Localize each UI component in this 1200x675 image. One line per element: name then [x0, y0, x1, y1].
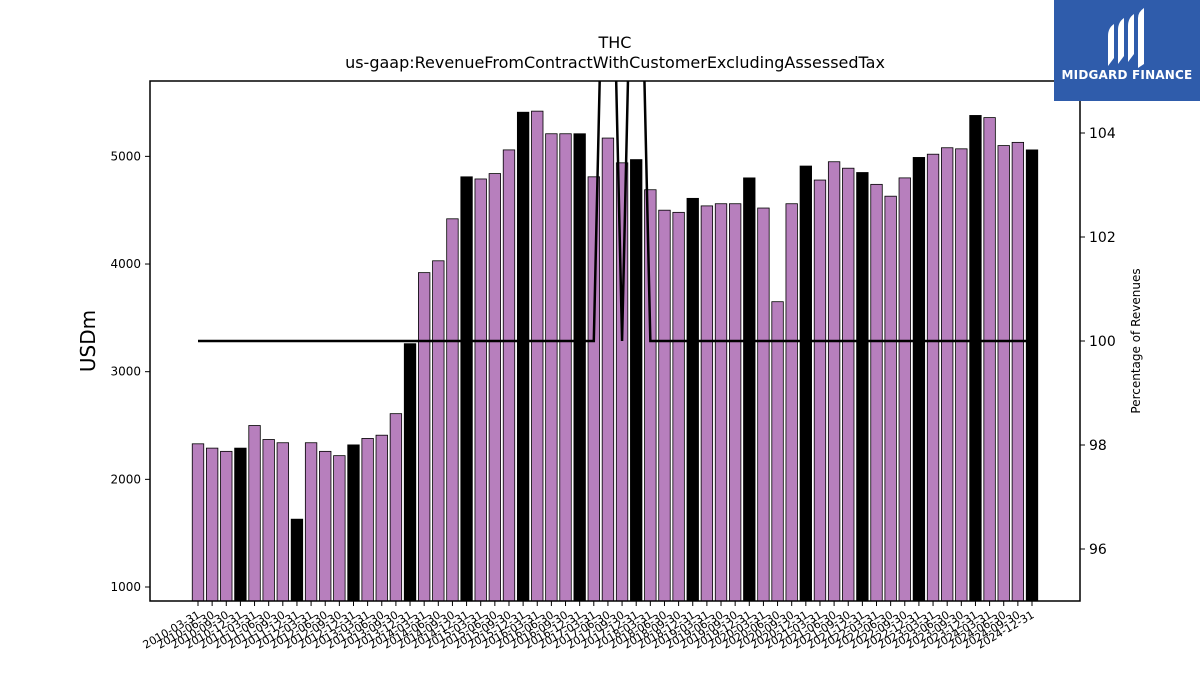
y2-tick-label: 104: [1089, 126, 1116, 142]
bar: [827, 161, 841, 602]
bar-series: [191, 110, 1039, 602]
bar: [531, 110, 544, 602]
bar: [615, 162, 629, 602]
midgard-logo-icon: [1108, 8, 1144, 68]
bar: [375, 434, 388, 602]
bar: [941, 147, 954, 602]
bar: [926, 153, 940, 602]
bar: [799, 165, 812, 602]
bar: [912, 157, 926, 602]
bar: [545, 133, 558, 602]
chart-subtitle: us-gaap:RevenueFromContractWithCustomerE…: [345, 53, 885, 72]
bar: [432, 260, 445, 602]
bar: [1025, 149, 1039, 602]
bar: [898, 177, 911, 602]
bar: [333, 455, 346, 602]
bar: [304, 442, 318, 602]
bar: [856, 172, 869, 602]
bar: [785, 203, 798, 602]
y2-tick-label: 100: [1089, 334, 1116, 350]
percentage-line: [198, 81, 1032, 343]
y-tick-label: 2000: [110, 472, 141, 486]
bar: [319, 450, 332, 602]
bar: [460, 176, 473, 602]
bar: [559, 133, 572, 602]
bar: [418, 272, 431, 602]
bar: [771, 301, 784, 602]
bar: [955, 148, 968, 602]
bar: [234, 447, 247, 602]
bar: [686, 197, 699, 602]
bar: [403, 343, 417, 602]
bar: [714, 203, 728, 602]
x-axis-ticks: 2010-03-312010-06-302010-09-302010-12-31…: [141, 601, 1037, 652]
bar: [587, 176, 600, 602]
bar: [672, 211, 685, 602]
bar: [220, 450, 233, 602]
bar: [630, 159, 643, 602]
bar: [644, 189, 657, 602]
bar: [842, 167, 855, 602]
y-axis-label: USDm: [76, 310, 100, 372]
y-tick-label: 5000: [110, 149, 141, 163]
bar: [474, 178, 487, 602]
y2-tick-label: 96: [1089, 542, 1107, 558]
bar: [290, 518, 304, 602]
bar: [658, 209, 671, 602]
bar: [488, 173, 501, 602]
bar: [1011, 141, 1025, 602]
bar: [729, 203, 742, 602]
bar: [870, 183, 883, 602]
bar: [248, 425, 261, 602]
y-tick-label: 1000: [110, 580, 141, 594]
bar: [516, 111, 530, 602]
y2-tick-label: 98: [1089, 438, 1107, 454]
bar: [361, 438, 374, 602]
bar: [700, 205, 714, 602]
right-axis-ticks: 96 98 100 102 104: [1080, 126, 1116, 558]
bar: [983, 117, 996, 602]
left-axis-ticks: 1000 2000 3000 4000 5000: [110, 149, 150, 594]
bar: [205, 447, 219, 602]
bar: [969, 115, 982, 602]
midgard-finance-logo: MIDGARD FINANCE: [1054, 0, 1200, 101]
y2-tick-label: 102: [1089, 230, 1116, 246]
bar: [262, 439, 275, 602]
bar: [601, 137, 615, 602]
bar: [389, 413, 403, 602]
bar: [347, 444, 360, 602]
bar: [884, 195, 897, 602]
bar: [743, 177, 756, 602]
y2-axis-label: Percentage of Revenues: [1129, 268, 1143, 413]
logo-text: MIDGARD FINANCE: [1061, 68, 1193, 82]
chart-title: THC: [598, 33, 632, 52]
bar: [757, 207, 770, 602]
bar: [502, 149, 516, 602]
bar: [573, 133, 586, 602]
y-tick-label: 4000: [110, 257, 141, 271]
percentage-line-series: [198, 81, 1032, 343]
y-tick-label: 3000: [110, 365, 141, 379]
bar: [997, 145, 1010, 602]
bar: [276, 442, 289, 602]
bar: [446, 218, 459, 602]
bar: [813, 179, 827, 602]
bar: [191, 443, 205, 602]
